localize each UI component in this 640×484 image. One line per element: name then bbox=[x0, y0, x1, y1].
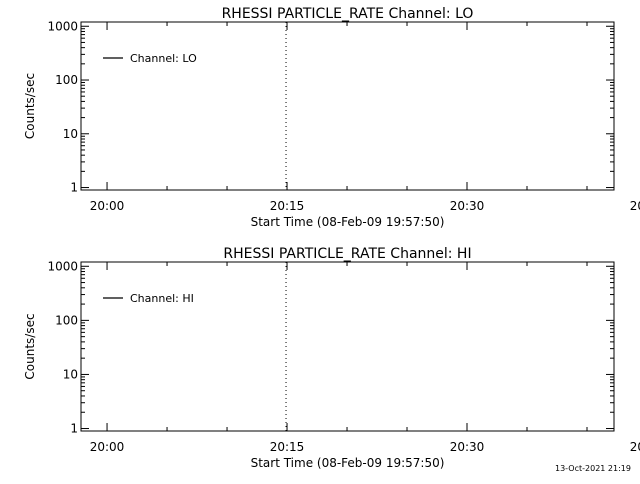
x-tick-label: 20:30 bbox=[450, 199, 485, 213]
x-tick-label: 20:45 bbox=[630, 199, 640, 213]
chart-panel-1: RHESSI PARTICLE_RATE Channel: HI Start Ti… bbox=[23, 246, 640, 470]
legend-label: Channel: LO bbox=[130, 52, 197, 65]
chart-title: RHESSI PARTICLE_RATE Channel: HI bbox=[223, 246, 471, 262]
y-tick-label: 100 bbox=[55, 73, 78, 87]
plot-frame bbox=[80, 261, 615, 432]
x-axis-label: Start Time (08-Feb-09 19:57:50) bbox=[251, 456, 445, 470]
x-tick-label: 20:30 bbox=[450, 440, 485, 454]
x-tick-label: 20:15 bbox=[270, 199, 305, 213]
y-tick-label: 1 bbox=[70, 422, 78, 436]
x-tick-label: 20:45 bbox=[630, 440, 640, 454]
plot-frame bbox=[80, 21, 615, 191]
legend-label: Channel: HI bbox=[130, 292, 194, 305]
chart-title: RHESSI PARTICLE_RATE Channel: LO bbox=[222, 6, 474, 22]
x-axis-label: Start Time (08-Feb-09 19:57:50) bbox=[251, 215, 445, 229]
y-tick-label: 100 bbox=[55, 313, 78, 327]
y-tick-label: 1000 bbox=[47, 259, 78, 273]
x-tick-label: 20:00 bbox=[90, 199, 125, 213]
x-tick-label: 20:00 bbox=[90, 440, 125, 454]
y-axis-label: Counts/sec bbox=[23, 313, 37, 379]
y-tick-label: 1000 bbox=[47, 19, 78, 33]
y-tick-label: 1 bbox=[70, 181, 78, 195]
date-stamp: 13-Oct-2021 21:19 bbox=[555, 464, 631, 473]
chart-panel-0: RHESSI PARTICLE_RATE Channel: LO Start Ti… bbox=[23, 6, 640, 229]
y-axis-label: Counts/sec bbox=[23, 73, 37, 139]
x-tick-label: 20:15 bbox=[270, 440, 305, 454]
y-tick-label: 10 bbox=[63, 127, 78, 141]
y-tick-label: 10 bbox=[63, 367, 78, 381]
